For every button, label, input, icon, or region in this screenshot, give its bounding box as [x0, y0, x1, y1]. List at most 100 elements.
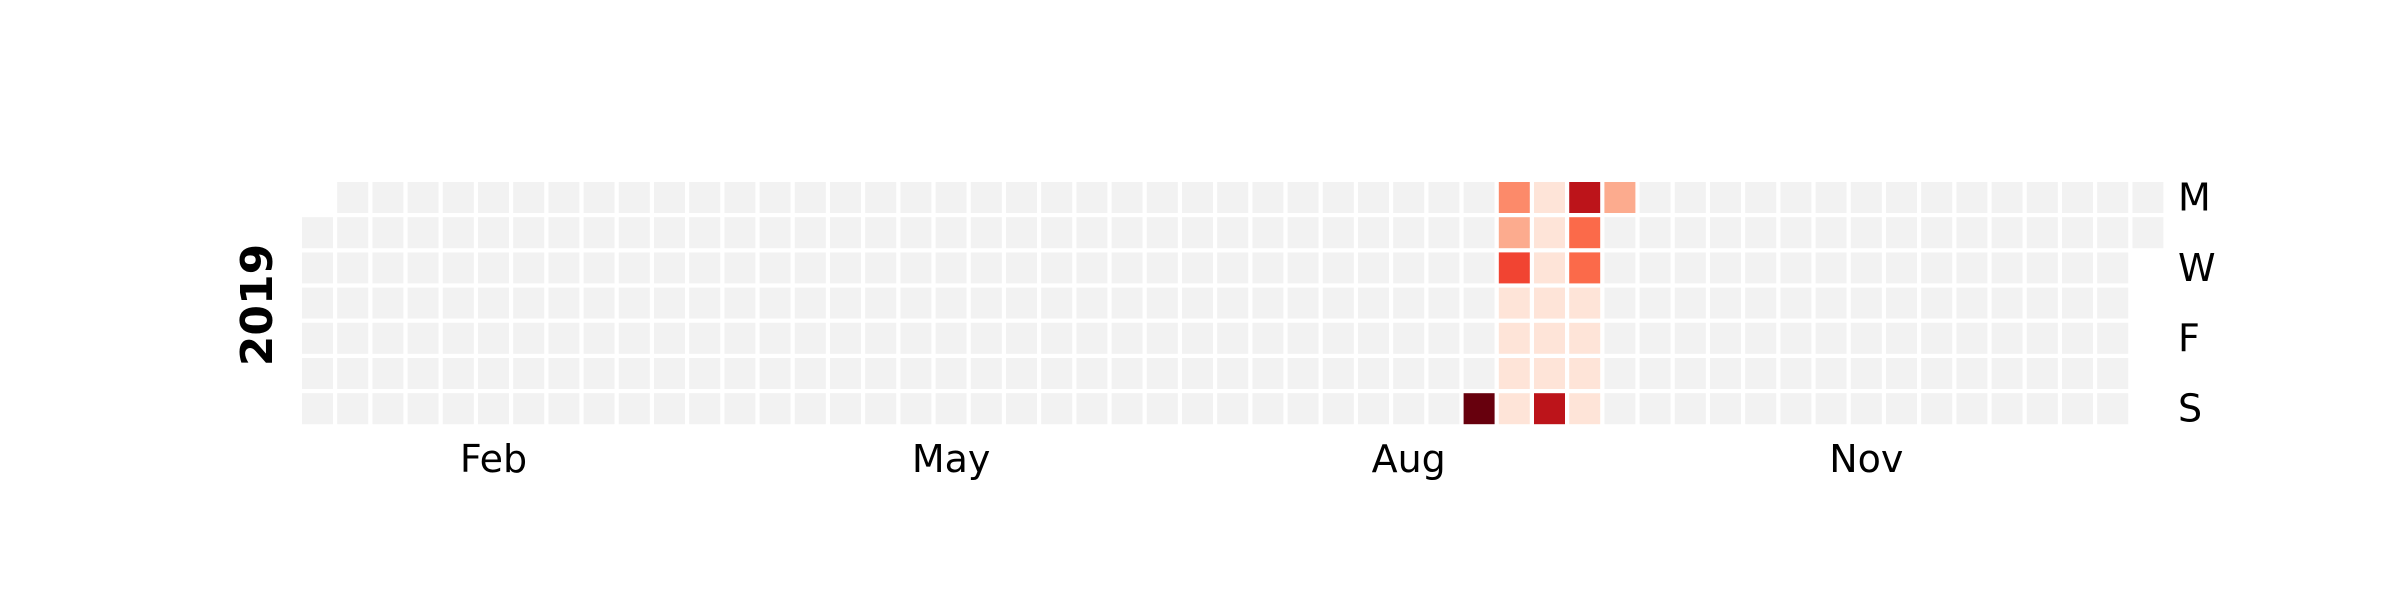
heatmap-cell [1780, 287, 1812, 319]
heatmap-cell [1639, 252, 1671, 284]
heatmap-cell [1322, 322, 1354, 354]
heatmap-cell [2132, 182, 2164, 213]
heatmap-cell [1604, 287, 1636, 319]
heatmap-cell [1393, 358, 1425, 389]
heatmap-cell [1710, 287, 1741, 319]
heatmap-cell [1780, 217, 1812, 249]
heatmap-cell [1921, 182, 1953, 213]
heatmap-cell [1076, 217, 1108, 249]
heatmap-cell [654, 322, 685, 354]
heatmap-cell [1463, 182, 1495, 213]
heatmap-cell [865, 217, 897, 249]
month-label: Feb [460, 437, 527, 481]
heatmap-cell [1146, 287, 1178, 319]
heatmap-cell [442, 358, 474, 389]
heatmap-cell [618, 287, 650, 319]
heatmap-cell [1569, 287, 1601, 319]
heatmap-cell [1358, 322, 1389, 354]
heatmap-cell [724, 322, 756, 354]
heatmap-cell [2097, 287, 2129, 319]
heatmap-cell [2026, 358, 2058, 389]
heatmap-cell [1674, 252, 1706, 284]
heatmap-cell [1111, 287, 1143, 319]
heatmap-cell [900, 182, 932, 213]
heatmap-cell [1393, 393, 1425, 425]
heatmap-cell [1217, 358, 1249, 389]
heatmap-cell [1569, 252, 1601, 284]
heatmap-cell [2026, 322, 2058, 354]
heatmap-cell [583, 287, 615, 319]
heatmap-cell [1393, 287, 1425, 319]
heatmap-cell [1358, 358, 1389, 389]
heatmap-cell [1463, 287, 1495, 319]
heatmap-cell [1252, 182, 1284, 213]
heatmap-cell [689, 217, 721, 249]
heatmap-cell [2062, 393, 2093, 425]
heatmap-cell [1745, 252, 1777, 284]
heatmap-cell [1674, 393, 1706, 425]
heatmap-cell [1076, 182, 1108, 213]
heatmap-cell [2062, 287, 2093, 319]
heatmap-cell [865, 358, 897, 389]
heatmap-cell [1428, 393, 1460, 425]
heatmap-cell [759, 322, 791, 354]
heatmap-cell [1639, 358, 1671, 389]
heatmap-cell [1780, 182, 1812, 213]
heatmap-cell [548, 217, 580, 249]
heatmap-cell [1956, 322, 1988, 354]
heatmap-cell [2097, 252, 2129, 284]
heatmap-cell [1569, 182, 1601, 213]
heatmap-cell [654, 393, 685, 425]
heatmap-cell [1498, 287, 1530, 319]
heatmap-cell [1006, 217, 1037, 249]
heatmap-cell [1850, 322, 1882, 354]
heatmap-cell [900, 287, 932, 319]
heatmap-cell [1674, 287, 1706, 319]
heatmap-cell [618, 252, 650, 284]
heatmap-cell [654, 182, 685, 213]
heatmap-cell [1358, 393, 1389, 425]
heatmap-cell [302, 287, 333, 319]
heatmap-cell [1146, 182, 1178, 213]
heatmap-cell [1534, 217, 1565, 249]
heatmap-cell [1991, 287, 2023, 319]
heatmap-cell [865, 182, 897, 213]
heatmap-cell [548, 393, 580, 425]
heatmap-cell [865, 322, 897, 354]
heatmap-cell [1006, 252, 1037, 284]
heatmap-cell [407, 287, 439, 319]
heatmap-cell [1182, 358, 1213, 389]
heatmap-cell [689, 287, 721, 319]
heatmap-cell [337, 182, 369, 213]
heatmap-cell [1498, 182, 1530, 213]
heatmap-cell [1322, 217, 1354, 249]
heatmap-cell [2062, 217, 2093, 249]
heatmap-cell [302, 322, 333, 354]
heatmap-cell [794, 322, 826, 354]
heatmap-cell [1146, 322, 1178, 354]
heatmap-cell [1006, 393, 1037, 425]
heatmap-cells [302, 182, 2164, 425]
heatmap-cell [2062, 358, 2093, 389]
heatmap-cell [1287, 393, 1319, 425]
heatmap-cell [1745, 322, 1777, 354]
heatmap-cell [1850, 358, 1882, 389]
heatmap-cell [1921, 393, 1953, 425]
day-label: S [2178, 387, 2202, 431]
heatmap-cell [1252, 217, 1284, 249]
heatmap-cell [1780, 358, 1812, 389]
heatmap-cell [1710, 322, 1741, 354]
heatmap-cell [1991, 393, 2023, 425]
heatmap-cell [1146, 358, 1178, 389]
heatmap-cell [1569, 393, 1601, 425]
heatmap-cell [1252, 393, 1284, 425]
heatmap-cell [865, 287, 897, 319]
heatmap-cell [1428, 287, 1460, 319]
heatmap-cell [1217, 322, 1249, 354]
heatmap-cell [935, 182, 967, 213]
heatmap-cell [513, 287, 545, 319]
heatmap-cell [724, 252, 756, 284]
heatmap-cell [970, 393, 1002, 425]
heatmap-cell [1815, 358, 1847, 389]
